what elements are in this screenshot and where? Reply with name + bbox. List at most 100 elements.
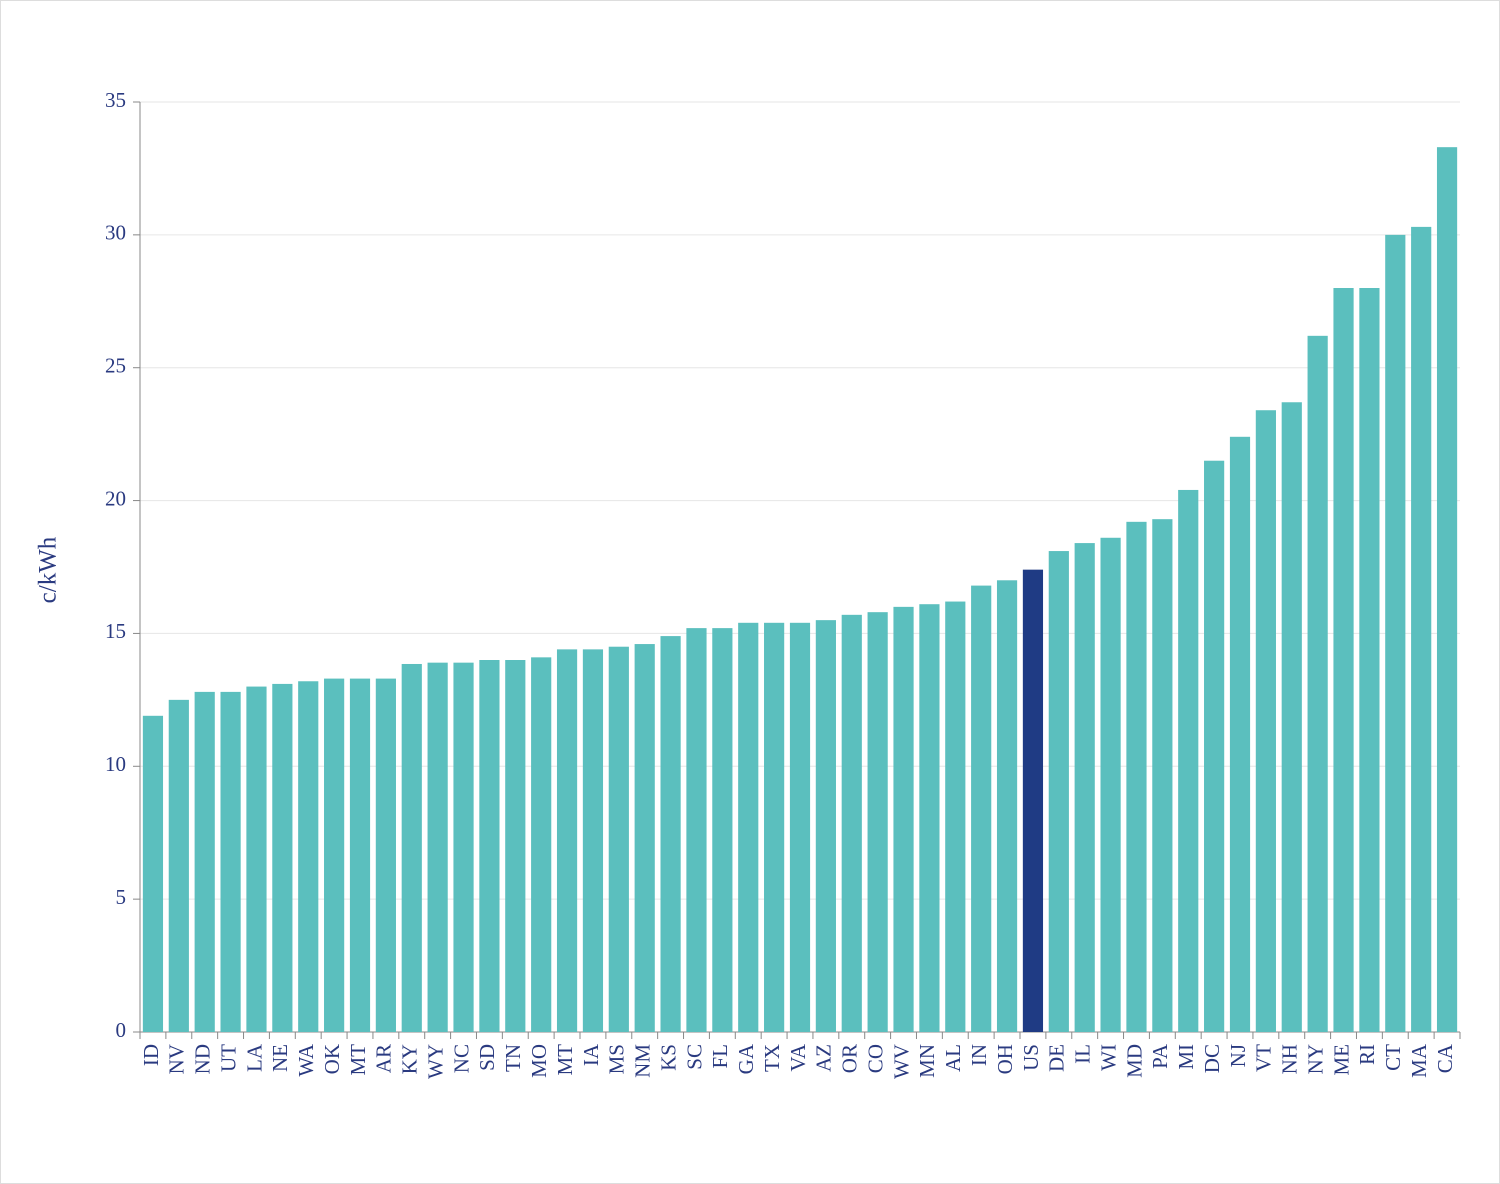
y-tick-label: 5 [116, 885, 127, 909]
bar [1307, 335, 1328, 1032]
y-tick-label: 10 [105, 752, 126, 776]
bar [194, 691, 215, 1032]
x-tick-label: TN [501, 1044, 525, 1072]
x-tick-label: PA [1148, 1043, 1172, 1069]
x-tick-label: MT [553, 1044, 577, 1076]
bar [349, 678, 371, 1032]
x-tick-label: DE [1045, 1044, 1069, 1072]
bar [1074, 543, 1095, 1032]
x-tick-label: KY [398, 1044, 422, 1074]
bar [686, 628, 707, 1032]
x-tick-label: NY [1303, 1044, 1327, 1074]
bar [893, 606, 914, 1032]
x-tick-label: MO [527, 1044, 551, 1078]
x-tick-label: AZ [812, 1044, 836, 1072]
x-tick-label: AL [941, 1044, 965, 1072]
bar [841, 614, 862, 1032]
bar [168, 699, 189, 1032]
x-tick-label: RI [1355, 1044, 1379, 1065]
bar [1126, 521, 1147, 1032]
x-tick-label: WY [423, 1044, 447, 1079]
y-tick-label: 30 [105, 221, 126, 245]
bar [505, 660, 526, 1032]
bar [298, 681, 319, 1032]
bar [738, 622, 759, 1032]
bar [142, 715, 164, 1032]
x-tick-label: NH [1278, 1044, 1302, 1074]
x-tick-label: CT [1381, 1044, 1405, 1071]
x-tick-label: KS [656, 1044, 680, 1071]
x-tick-label: NE [268, 1044, 292, 1072]
x-tick-label: FL [708, 1044, 732, 1069]
bar [945, 601, 966, 1032]
bar [401, 663, 422, 1032]
bar [971, 585, 992, 1032]
x-tick-label: MT [346, 1044, 370, 1076]
y-tick-label: 0 [116, 1018, 127, 1042]
y-tick-label: 20 [105, 486, 126, 510]
bar [789, 622, 811, 1032]
x-tick-label: LA [242, 1043, 266, 1072]
x-tick-label: MS [605, 1044, 629, 1074]
x-tick-label: CA [1433, 1043, 1457, 1073]
x-tick-label: IA [579, 1043, 603, 1066]
x-tick-label: AR [372, 1044, 396, 1073]
x-tick-label: NM [631, 1044, 655, 1078]
x-tick-label: NJ [1226, 1044, 1250, 1067]
x-tick-label: NC [449, 1044, 473, 1073]
bar [246, 686, 267, 1032]
x-tick-label: UT [216, 1044, 240, 1072]
bar [1048, 551, 1069, 1032]
y-tick-label: 35 [105, 88, 126, 112]
bar [375, 678, 396, 1032]
bar [1359, 288, 1380, 1032]
bar [582, 649, 604, 1032]
bar [1281, 402, 1302, 1032]
bar [764, 622, 785, 1032]
bar [634, 644, 655, 1032]
x-tick-label: MA [1407, 1043, 1431, 1078]
bar [660, 636, 681, 1032]
x-tick-label: TX [760, 1044, 784, 1072]
y-tick-label: 25 [105, 354, 126, 378]
bar [324, 678, 345, 1032]
x-tick-label: IL [1071, 1044, 1095, 1064]
bar [815, 620, 836, 1032]
x-tick-label: OH [993, 1044, 1017, 1074]
y-tick-label: 15 [105, 619, 126, 643]
bar [479, 660, 500, 1032]
bar [1436, 147, 1458, 1032]
bar [556, 649, 578, 1032]
x-tick-label: OK [320, 1044, 344, 1074]
bar [1152, 519, 1173, 1032]
bar [996, 580, 1018, 1032]
bar [427, 662, 448, 1032]
bar [1204, 460, 1225, 1032]
x-tick-label: OR [838, 1044, 862, 1073]
x-tick-label: MN [915, 1044, 939, 1078]
x-tick-label: MI [1174, 1044, 1198, 1070]
x-tick-label: VT [1252, 1044, 1276, 1072]
x-tick-label: ID [139, 1044, 163, 1066]
bar [919, 604, 940, 1032]
bar [1178, 489, 1199, 1032]
bar [1411, 226, 1432, 1032]
x-tick-label: CO [863, 1044, 887, 1073]
bar [1022, 569, 1044, 1032]
x-tick-label: NV [165, 1044, 189, 1074]
x-tick-label: SC [682, 1044, 706, 1070]
x-tick-label: MD [1122, 1044, 1146, 1078]
bar [1229, 436, 1251, 1032]
x-tick-label: VA [786, 1043, 810, 1071]
bar [712, 628, 733, 1032]
bar [272, 683, 293, 1032]
x-tick-label: WA [294, 1043, 318, 1076]
x-tick-label: GA [734, 1043, 758, 1074]
x-tick-label: ME [1329, 1044, 1353, 1076]
x-tick-label: ND [191, 1044, 215, 1074]
x-tick-label: DC [1200, 1044, 1224, 1073]
bar [1385, 234, 1406, 1032]
bar [1100, 537, 1121, 1032]
bar [867, 612, 888, 1032]
